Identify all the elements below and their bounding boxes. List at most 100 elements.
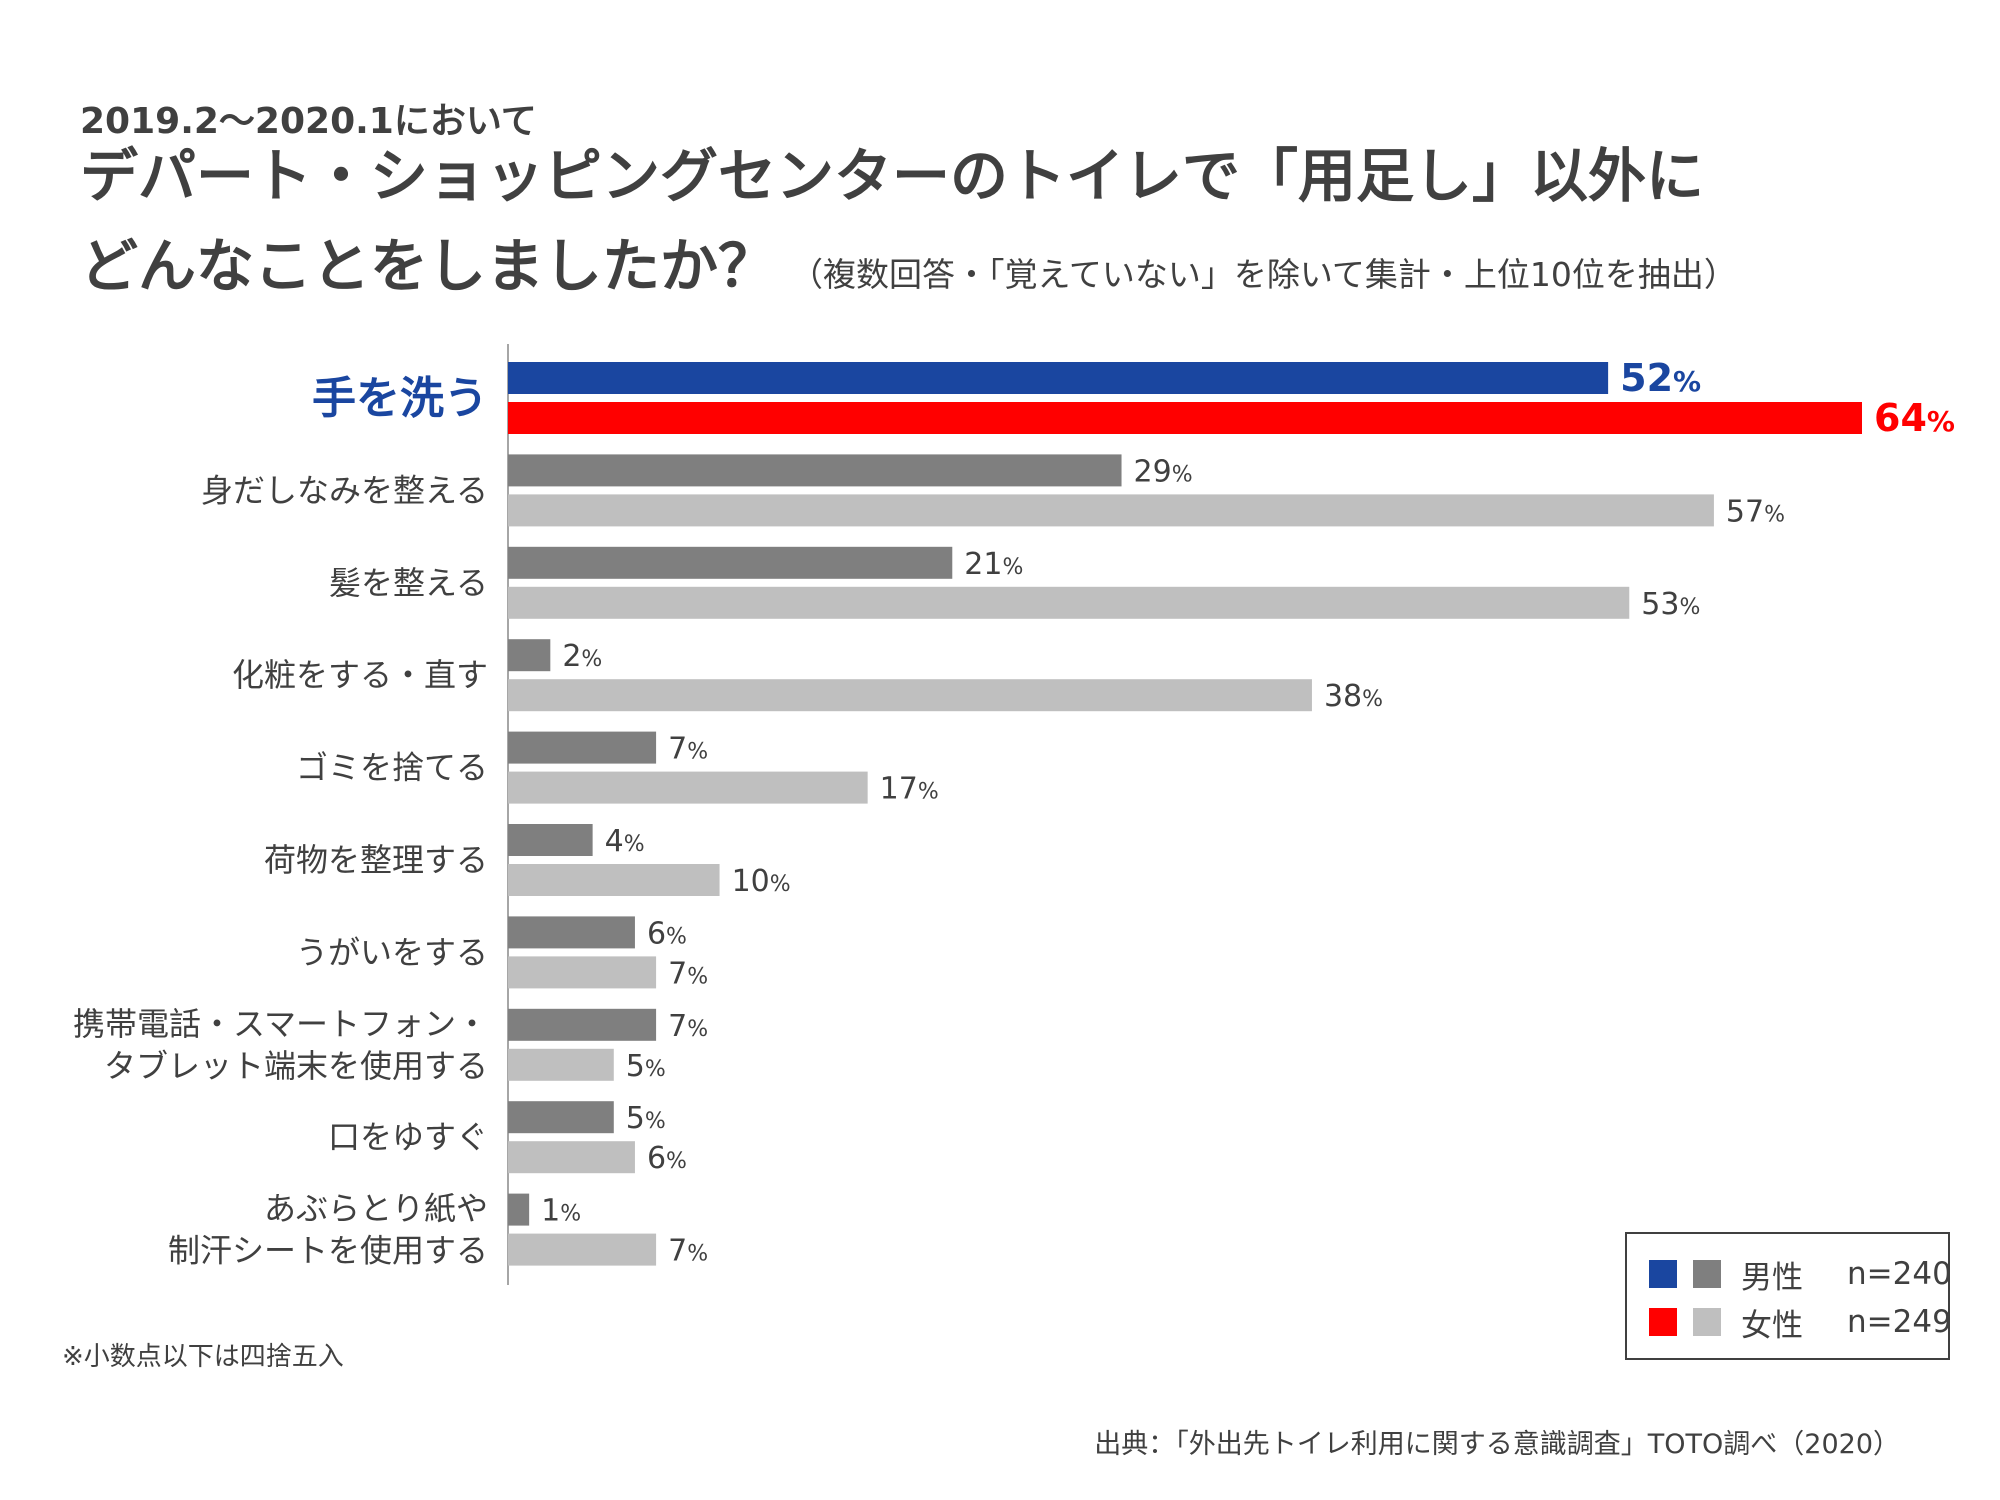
data-label-value: 52 [1620,356,1673,400]
category-label: 化粧をする・直す [232,656,488,694]
data-label-value: 7 [668,1009,687,1044]
bar-female [508,1048,614,1081]
category-label-line: ゴミを捨てる [296,749,488,787]
data-label-unit: % [1172,462,1193,487]
data-label: 5% [626,1049,666,1084]
chart-title-line2: どんなことをしましたか？ （複数回答・「覚えていない」を除いて集計・上位10位を抽… [80,234,1737,299]
data-label-unit: % [645,1109,666,1134]
bar-female [508,771,868,804]
data-label-value: 1 [541,1194,560,1229]
data-label-unit: % [666,1149,687,1174]
legend-row-female: 女性 n=249 [1649,1302,1952,1344]
data-label-unit: % [645,1057,666,1082]
category-label-line: 制汗シートを使用する [168,1232,488,1270]
data-label-unit: % [687,1242,708,1267]
category-label: 髪を整える [329,564,488,602]
bar-male [508,362,1609,394]
source-credit: 出典：「外出先トイレ利用に関する意識調査」TOTO調べ（2020） [1094,1429,1900,1460]
bar-female [508,679,1312,712]
data-label: 1% [541,1194,581,1229]
bar-male [508,824,593,856]
data-label: 7% [668,956,708,991]
category-label: ゴミを捨てる [296,749,488,787]
data-label: 7% [668,732,708,767]
bar-female [508,586,1630,619]
data-label-value: 4 [605,824,624,859]
data-label-unit: % [1673,365,1701,398]
legend-swatch-male [1693,1260,1721,1288]
bar-male [508,731,657,764]
bar-male [508,639,551,672]
category-label-line: 荷物を整理する [264,841,488,879]
data-label: 2% [562,639,602,674]
data-label-value: 64 [1874,396,1927,440]
data-label-value: 7 [668,1234,687,1269]
category-label: 口をゆすぐ [328,1118,488,1156]
footnote: ※小数点以下は四捨五入 [62,1342,344,1372]
bar-female [508,864,720,896]
data-label: 7% [668,1234,708,1269]
data-label-unit: % [1002,555,1023,580]
data-label-unit: % [918,780,939,805]
legend-n-female: n=249 [1847,1304,1952,1340]
data-label-value: 29 [1134,454,1172,489]
data-label-unit: % [770,872,791,897]
bar-male [508,1193,530,1226]
legend: 男性 n=240 女性 n=249 [1625,1232,1952,1360]
data-label-unit: % [1679,595,1700,620]
bar-male [508,454,1122,487]
legend-label-male: 男性 [1741,1259,1803,1296]
data-label-value: 2 [562,639,581,674]
data-label-unit: % [687,740,708,765]
data-label-value: 10 [732,864,770,899]
data-label-value: 53 [1641,587,1679,622]
data-label: 6% [647,916,687,951]
data-label-value: 17 [880,772,918,807]
bar-male [508,1101,614,1134]
data-label-value: 57 [1726,494,1764,529]
category-label-line: 化粧をする・直す [232,656,488,694]
data-label: 52% [1620,356,1701,400]
category-label: 身だしなみを整える [201,471,488,509]
data-label: 7% [668,1009,708,1044]
legend-row-male: 男性 n=240 [1649,1254,1952,1296]
category-label: あぶらとり紙や制汗シートを使用する [168,1190,488,1270]
category-label: 荷物を整理する [264,841,488,879]
category-label-line: 髪を整える [329,564,488,602]
legend-label-female: 女性 [1741,1307,1803,1344]
legend-swatch-male-highlight [1649,1260,1677,1288]
data-label: 5% [626,1101,666,1136]
data-label-unit: % [1927,405,1955,438]
bar-female [508,494,1714,527]
data-label-value: 7 [668,956,687,991]
data-label-value: 7 [668,732,687,767]
data-label-unit: % [581,647,602,672]
category-label-line: うがいをする [296,933,488,971]
category-label-line: あぶらとり紙や [264,1190,488,1228]
data-label-unit: % [666,924,687,949]
bar-female [508,1141,635,1174]
data-label-value: 6 [647,916,666,951]
bar-male [508,916,635,949]
data-label: 4% [605,824,645,859]
category-label: 手を洗う [312,373,488,424]
period-subtitle: 2019.2〜2020.1において [80,101,537,142]
category-label: 携帯電話・スマートフォン・タブレット端末を使用する [73,1005,488,1085]
category-label: うがいをする [296,933,488,971]
data-label: 29% [1134,454,1193,489]
data-label-unit: % [560,1202,581,1227]
bar-male [508,1008,657,1041]
data-label-unit: % [624,832,645,857]
data-label: 38% [1324,679,1383,714]
bar-female [508,1233,657,1266]
data-label: 64% [1874,396,1955,440]
category-label-line: 手を洗う [312,373,488,424]
data-label: 57% [1726,494,1785,529]
data-label-value: 5 [626,1049,645,1084]
data-label-value: 38 [1324,679,1362,714]
data-label-value: 21 [964,547,1002,582]
category-label-line: 携帯電話・スマートフォン・ [73,1005,488,1043]
data-label: 21% [964,547,1023,582]
legend-n-male: n=240 [1847,1256,1952,1292]
